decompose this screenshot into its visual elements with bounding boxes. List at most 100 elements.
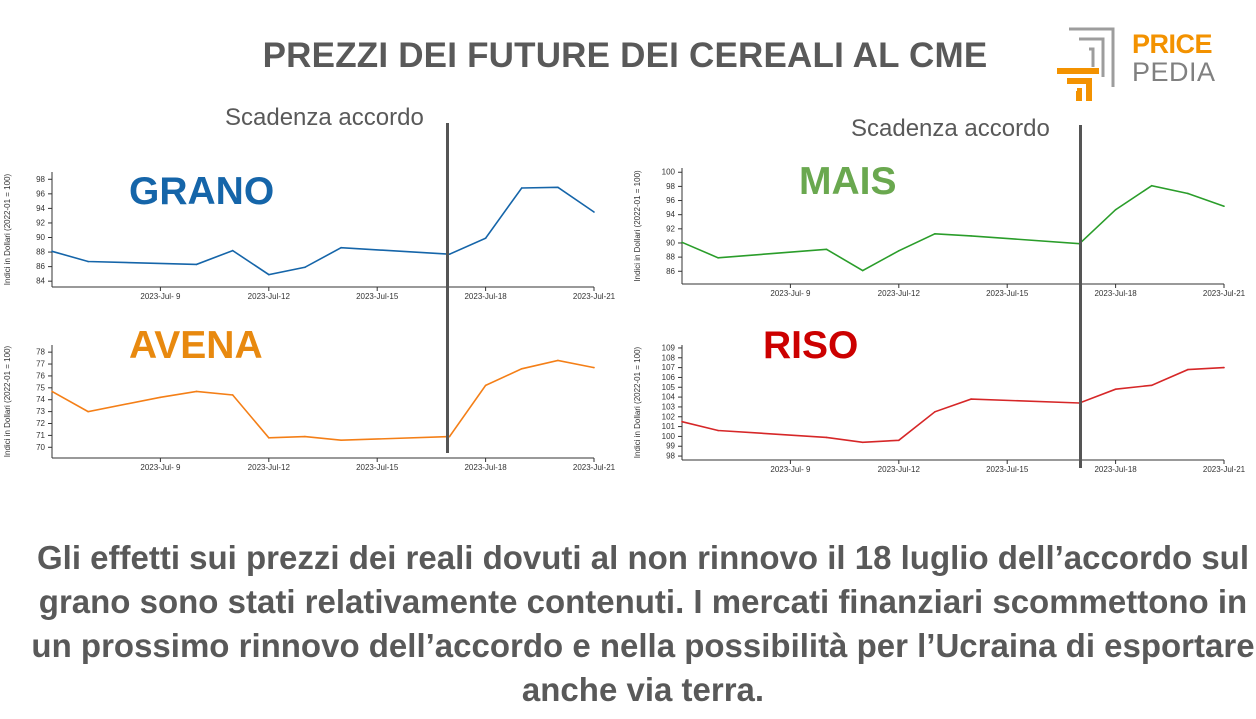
y-tick-label: 106	[662, 373, 676, 382]
data-point	[1150, 384, 1153, 387]
data-point	[87, 410, 89, 413]
chart-riso: 98 99 100 101 102 103 104 105 106 107 108 109 2023-J…	[630, 340, 1256, 475]
logo-text-pedia: PEDIA	[1132, 57, 1216, 87]
data-point	[484, 384, 487, 387]
x-tick-label: 2023-Jul- 9	[770, 289, 811, 298]
data-point	[970, 235, 972, 237]
x-tick-label: 2023-Jul-18	[1094, 289, 1137, 298]
data-point	[934, 232, 936, 235]
x-tick-label: 2023-Jul-21	[1203, 465, 1246, 474]
y-tick-label: 107	[662, 363, 676, 372]
x-tick-label: 2023-Jul-15	[356, 292, 399, 301]
data-point	[557, 186, 559, 189]
data-point	[231, 249, 234, 252]
data-point	[231, 394, 234, 396]
y-tick-label: 92	[666, 224, 675, 233]
data-point	[681, 241, 683, 244]
y-tick-label: 70	[36, 443, 45, 452]
label-riso: RISO	[763, 324, 859, 367]
deadline-line-right	[1079, 125, 1082, 468]
data-point	[304, 266, 306, 269]
data-point	[593, 211, 595, 213]
y-tick-label: 103	[662, 402, 676, 411]
x-tick-label: 2023-Jul-18	[464, 463, 507, 472]
data-point	[1114, 208, 1117, 211]
data-point	[1187, 368, 1189, 371]
data-point	[1187, 192, 1189, 195]
data-point	[51, 390, 53, 393]
x-tick-label: 2023-Jul-18	[464, 292, 507, 301]
x-tick-label: 2023-Jul-21	[573, 292, 616, 301]
label-avena: AVENA	[129, 324, 263, 367]
y-tick-label: 72	[36, 419, 45, 428]
deadline-annotation-right: Scadenza accordo	[851, 115, 1050, 142]
y-tick-label: 98	[36, 175, 45, 184]
data-point	[1223, 366, 1225, 369]
y-tick-label: 108	[662, 353, 676, 362]
data-point	[520, 367, 523, 370]
data-point	[557, 359, 559, 362]
x-tick-label: 2023-Jul-21	[1203, 289, 1246, 298]
chart-avena-svg: 70 71 72 73 74 75 76 77 78 2023-Jul- 9 2023-Jul-12…	[3, 345, 616, 472]
data-point	[51, 250, 53, 253]
label-grano: GRANO	[129, 170, 275, 213]
data-point	[861, 441, 864, 444]
y-tick-label: 74	[36, 395, 45, 404]
data-point	[717, 257, 719, 259]
y-tick-label: 102	[662, 412, 676, 421]
data-point	[1114, 388, 1117, 391]
deadline-annotation-left: Scadenza accordo	[225, 104, 424, 131]
deadline-line-left	[446, 123, 449, 453]
y-tick-label: 78	[36, 348, 45, 357]
y-tick-label: 84	[36, 277, 45, 286]
data-point	[1223, 205, 1225, 207]
data-point	[934, 411, 936, 413]
label-mais: MAIS	[799, 160, 897, 203]
page-title: PREZZI DEI FUTURE DEI CEREALI AL CME	[262, 36, 988, 75]
data-point	[340, 246, 342, 249]
chart-avena: 70 71 72 73 74 75 76 77 78 2023-Jul- 9 2023-Jul-12…	[0, 340, 620, 475]
data-point	[1150, 184, 1153, 187]
y-tick-label: 92	[36, 218, 45, 227]
y-tick-label: 101	[662, 422, 676, 431]
data-point	[825, 436, 828, 439]
x-tick-label: 2023-Jul-12	[248, 463, 291, 472]
y-tick-label: 100	[662, 168, 676, 177]
x-tick-label: 2023-Jul- 9	[140, 463, 181, 472]
data-point	[268, 273, 270, 276]
x-tick-label: 2023-Jul-18	[1094, 465, 1137, 474]
data-point	[593, 366, 595, 369]
data-point	[898, 249, 900, 252]
x-tick-label: 2023-Jul-15	[986, 465, 1029, 474]
data-point	[195, 390, 198, 393]
data-point	[195, 263, 198, 266]
summary-text: Gli effetti sui prezzi dei reali dovuti …	[31, 539, 1255, 708]
y-tick-label: 90	[666, 238, 675, 247]
chart-mais-svg: 86 88 90 92 94 96 98 100 2023-Jul- 9 2023-Jul-12 2…	[633, 168, 1246, 298]
x-tick-label: 2023-Jul-15	[986, 289, 1029, 298]
y-axis-label: Indici in Dollari (2022-01 = 100)	[633, 170, 642, 282]
logo-text-price: PRICE	[1132, 29, 1213, 59]
y-tick-label: 94	[36, 204, 45, 213]
series-line	[681, 184, 1225, 272]
data-point	[520, 187, 523, 189]
y-tick-label: 76	[36, 371, 45, 380]
y-tick-label: 96	[666, 196, 675, 205]
x-tick-label: 2023-Jul- 9	[140, 292, 181, 301]
y-tick-label: 77	[36, 360, 45, 369]
series-line	[51, 359, 595, 442]
y-tick-label: 86	[666, 267, 675, 276]
series-line	[51, 186, 595, 276]
y-tick-label: 98	[666, 182, 675, 191]
y-tick-label: 109	[662, 343, 676, 352]
logo-mark-icon	[1057, 27, 1115, 101]
series-line	[681, 366, 1225, 444]
y-tick-label: 75	[36, 383, 45, 392]
data-point	[304, 435, 306, 438]
y-tick-label: 105	[662, 383, 676, 392]
x-tick-label: 2023-Jul-12	[248, 292, 291, 301]
y-tick-label: 88	[666, 253, 675, 262]
data-point	[681, 420, 683, 423]
data-point	[340, 439, 342, 441]
